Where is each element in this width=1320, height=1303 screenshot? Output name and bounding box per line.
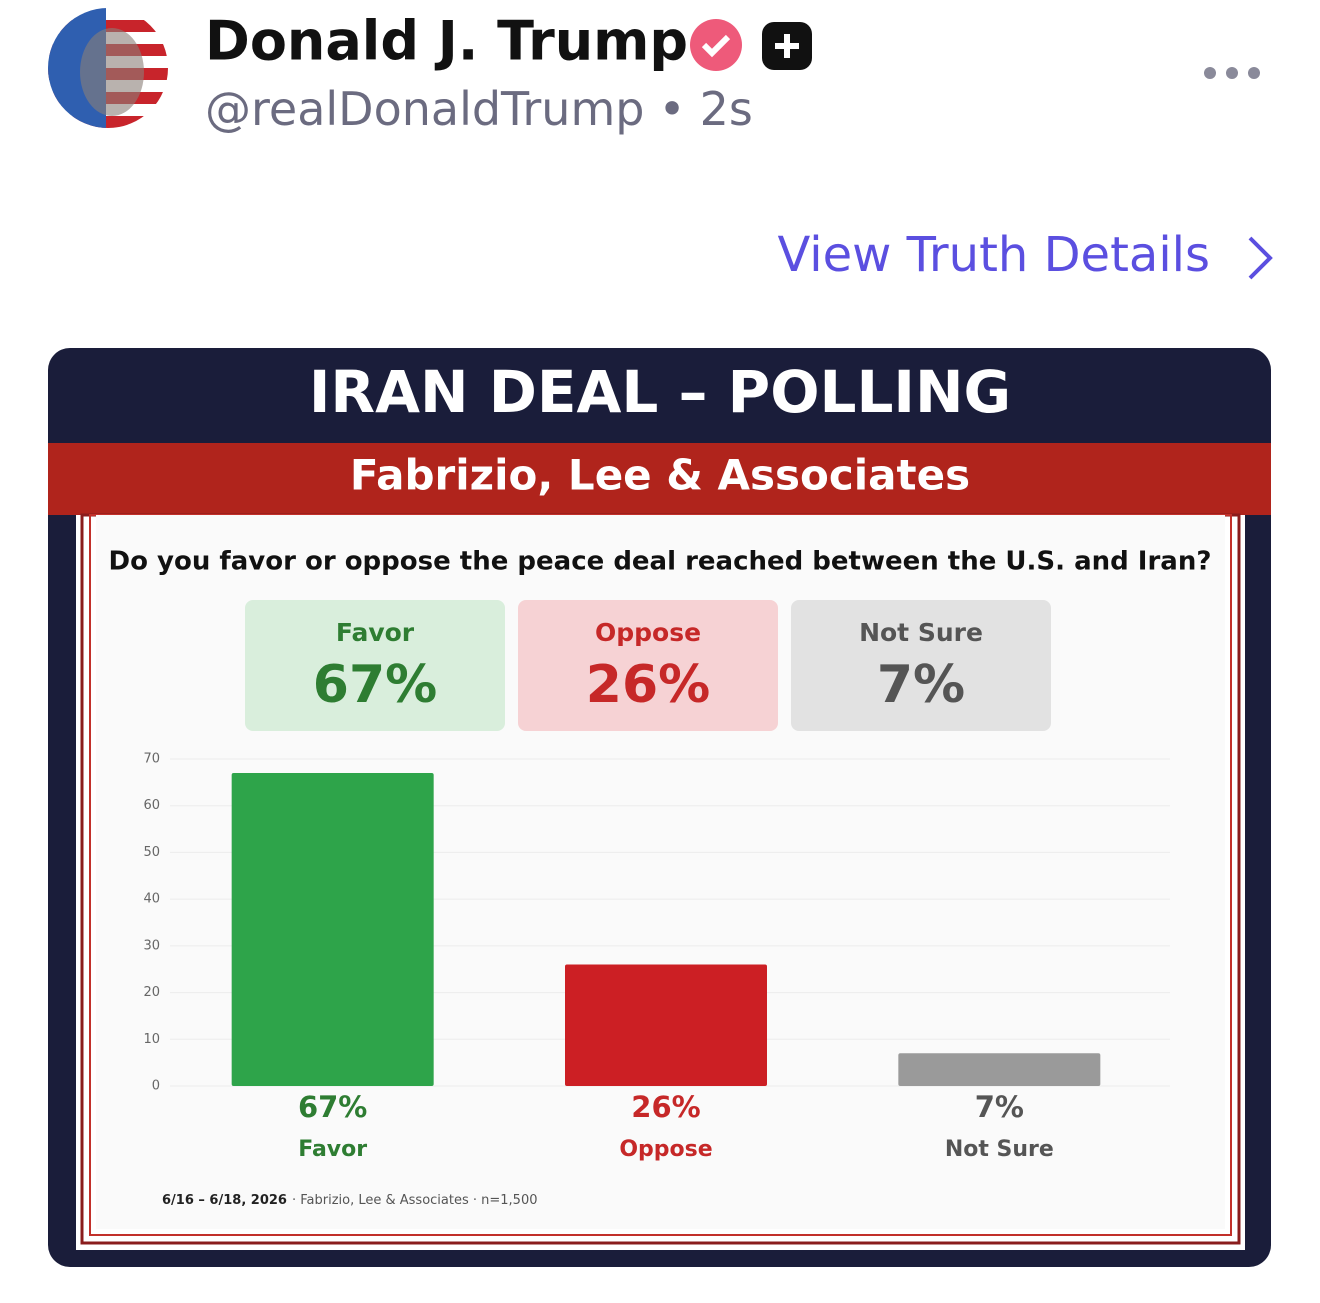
y-tick-label: 0: [152, 1079, 160, 1094]
more-menu[interactable]: [1204, 67, 1260, 79]
summary-value: 7%: [877, 655, 965, 715]
bar: [231, 773, 434, 1086]
summary-label: Not Sure: [859, 618, 983, 647]
timestamp: 2s: [700, 82, 753, 136]
data-label: 67%: [298, 1090, 367, 1124]
plus-badge: [762, 22, 812, 70]
footnote-date: 6/16 – 6/18, 2026: [162, 1193, 287, 1208]
verified-badge: [690, 19, 742, 71]
bar: [565, 964, 767, 1086]
author-name[interactable]: Donald J. Trump: [205, 10, 688, 73]
y-tick-label: 40: [143, 892, 160, 907]
y-tick-label: 60: [143, 798, 160, 813]
data-label: 7%: [975, 1090, 1024, 1124]
separator: •: [658, 82, 685, 136]
footnote-source: · Fabrizio, Lee & Associates · n=1,500: [292, 1193, 538, 1208]
author-meta: @realDonaldTrump • 2s: [205, 82, 753, 136]
y-tick-label: 50: [143, 845, 160, 860]
y-tick-label: 10: [143, 1032, 160, 1047]
x-tick-label: Not Sure: [945, 1137, 1054, 1162]
chevron[interactable]: [1248, 236, 1273, 280]
x-tick-label: Oppose: [619, 1137, 712, 1162]
bar: [898, 1053, 1101, 1086]
y-tick-label: 20: [143, 985, 160, 1000]
y-tick-label: 70: [143, 752, 160, 767]
details-link[interactable]: View Truth Details: [778, 227, 1211, 283]
summary-label: Favor: [336, 618, 415, 647]
question: Do you favor or oppose the peace deal re…: [109, 547, 1212, 577]
avatar[interactable]: [48, 8, 168, 128]
summary-value: 67%: [313, 655, 437, 715]
x-tick-label: Favor: [298, 1137, 367, 1162]
summary-label: Oppose: [595, 618, 701, 647]
summary-card: [245, 600, 505, 731]
summary-card: [791, 600, 1051, 731]
summary-card: [518, 600, 778, 731]
footnote: 6/16 – 6/18, 2026 · Fabrizio, Lee & Assoc…: [162, 1193, 538, 1208]
handle[interactable]: @realDonaldTrump: [205, 82, 644, 136]
y-tick-label: 30: [143, 938, 160, 953]
data-label: 26%: [631, 1090, 700, 1124]
summary-value: 26%: [586, 655, 710, 715]
chart-subtitle: Fabrizio, Lee & Associates: [350, 451, 970, 500]
chart-title: IRAN DEAL – POLLING: [309, 358, 1011, 426]
